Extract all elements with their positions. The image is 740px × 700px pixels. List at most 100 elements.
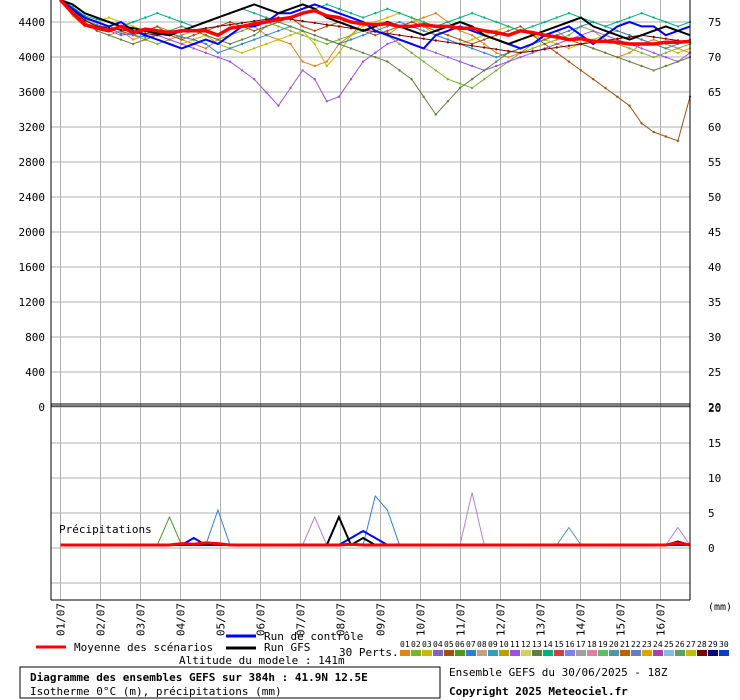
series-point [507,51,510,54]
series-point [434,69,437,72]
pert-swatch [433,650,443,656]
series-point [616,56,619,59]
series-point [265,16,268,19]
series-point [664,20,667,24]
precip-unit: (mm) [708,602,732,613]
series-point [289,34,292,37]
series-point [168,38,171,41]
pert-swatch [576,650,586,656]
series-point [325,25,328,28]
series-point [361,51,365,54]
series-point [543,38,546,41]
series-point [337,38,341,41]
series-point [652,69,655,72]
series-point [458,82,462,85]
series-point [337,25,341,28]
series-point [386,25,389,28]
series-point [519,56,522,59]
footer-run: Ensemble GEFS du 30/06/2025 - 18Z [449,666,668,679]
pert-swatch [466,650,476,656]
series-point [313,29,316,32]
series-point [555,46,558,49]
series-point [386,60,389,63]
series-point [519,51,522,54]
pert-number: 30 [719,640,729,649]
iso0-series [59,0,692,143]
pert-swatch [697,650,707,656]
series-point [507,49,510,53]
series-point [507,25,510,28]
y-right-tick: 55 [708,156,721,169]
series-point [458,86,462,90]
x-tick-label: 03/07 [135,603,148,636]
series-point [313,38,316,41]
series-point [592,20,595,24]
series-point [531,25,534,28]
series-point [652,35,655,39]
series-point [325,100,328,103]
series-point [616,20,619,24]
pert-number: 07 [466,640,476,649]
y-left-tick: 1200 [19,296,46,309]
series-point [156,25,159,28]
y-left-tick: 3600 [19,86,46,99]
series-point [398,42,401,46]
y-right-tick: 50 [708,191,721,204]
series-point [374,12,377,15]
series-point [277,29,280,32]
series-line [59,0,691,46]
series-point [640,47,643,50]
series-point [144,38,147,41]
y-left-tick: 400 [25,366,45,379]
pert-number: 06 [455,640,465,649]
series-point [180,35,183,39]
series-point [240,69,244,72]
series-point [483,38,486,41]
series-point [446,41,450,44]
series-point [579,69,583,72]
pert-swatch [719,650,729,656]
series-point [313,42,316,46]
series-point [604,51,607,54]
series-point [676,51,680,54]
pert-number: 09 [488,640,498,649]
series-point [519,25,522,28]
series-point [180,25,183,28]
x-tick-label: 16/07 [655,603,668,636]
series-point [555,38,558,41]
series-point [422,20,425,24]
series-point [337,42,341,46]
series-point [192,34,195,37]
series-point [483,51,486,54]
series-point [640,64,643,68]
pert-number: 14 [543,640,553,649]
series-point [301,29,304,32]
series-point [253,19,256,23]
series-point [567,34,571,37]
series-point [349,12,353,15]
series-point [676,47,680,50]
series-point [446,100,450,103]
series-point [240,29,244,32]
series-point [458,60,462,63]
series-point [507,29,510,32]
x-tick-label: 04/07 [175,603,188,636]
pert-swatch [499,650,509,656]
legend-control-label: Run de contrôle [264,630,363,643]
series-point [265,34,268,37]
series-point [180,34,183,37]
series-point [470,47,474,50]
x-tick-label: 14/07 [575,603,588,636]
series-point [277,104,280,107]
series-point [337,51,341,54]
series-point [567,29,571,32]
series-point [652,16,655,19]
series-point [664,51,667,54]
x-tick-label: 15/07 [615,603,628,636]
pert-number: 05 [444,640,454,649]
x-tick-label: 05/07 [215,603,228,636]
y-left-tick: 2800 [19,156,46,169]
series-point [349,78,353,81]
series-point [507,60,510,63]
